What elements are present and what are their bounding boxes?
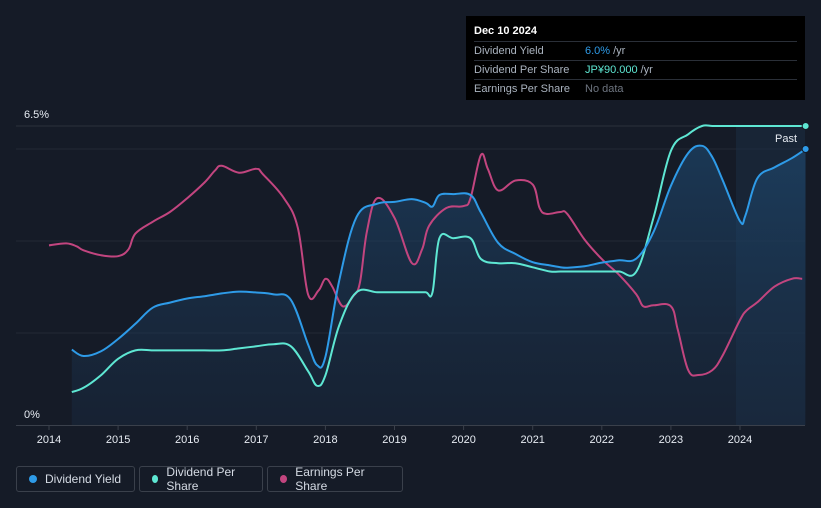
dividend-per-share-line: [71, 124, 806, 393]
dividend-per-share-endpoint[interactable]: [801, 122, 810, 130]
dividend-yield-endpoint[interactable]: [801, 145, 810, 153]
tooltip-value: No data: [585, 83, 624, 95]
legend-dot-icon: [29, 475, 37, 483]
x-tick-label: 2016: [175, 434, 199, 446]
x-tick-label: 2015: [106, 434, 130, 446]
legend-label: Dividend Per Share: [166, 465, 236, 493]
tooltip-value: 6.0%: [585, 45, 611, 57]
legend-dot-icon: [280, 475, 288, 483]
tooltip-label: Dividend Per Share: [474, 64, 570, 76]
dividend-yield-area: [71, 145, 806, 425]
tooltip-unit: /yr: [640, 64, 653, 76]
x-tick-label: 2017: [244, 434, 268, 446]
legend-dividend-per-share[interactable]: Dividend Per Share: [139, 465, 263, 493]
legend-label: Dividend Yield: [45, 472, 122, 486]
tooltip-label: Dividend Yield: [474, 45, 544, 57]
x-tick-label: 2020: [451, 434, 475, 446]
x-tick-label: 2018: [313, 434, 337, 446]
x-tick-label: 2014: [37, 434, 61, 446]
y-tick-label-bottom: 0%: [24, 409, 40, 421]
earnings-per-share-line: [48, 152, 803, 377]
y-tick-label-top: 6.5%: [24, 109, 49, 121]
tooltip-date: Dec 10 2024: [474, 25, 537, 37]
x-tick-label: 2021: [520, 434, 544, 446]
tooltip-row-dividend-per-share: Dividend Per Share JP¥90.000 /yr: [474, 60, 797, 79]
past-label: Past: [775, 133, 797, 145]
x-tick-label: 2019: [382, 434, 406, 446]
tooltip-row-earnings-per-share: Earnings Per Share No data: [474, 79, 797, 98]
tooltip-unit: /yr: [613, 45, 626, 57]
tooltip-row-dividend-yield: Dividend Yield 6.0% /yr: [474, 41, 797, 60]
legend-dot-icon: [152, 475, 159, 483]
legend-label: Earnings Per Share: [295, 465, 365, 493]
dividend-yield-line: [71, 144, 807, 369]
hover-tooltip: Dec 10 2024 Dividend Yield 6.0% /yr Divi…: [466, 16, 805, 100]
x-tick-label: 2024: [728, 434, 752, 446]
legend-dividend-yield[interactable]: Dividend Yield: [16, 466, 135, 492]
tooltip-label: Earnings Per Share: [474, 83, 570, 95]
chart-legend: Dividend Yield Dividend Per Share Earnin…: [16, 465, 403, 493]
x-tick-label: 2023: [659, 434, 683, 446]
legend-earnings-per-share[interactable]: Earnings Per Share: [267, 465, 403, 493]
tooltip-value: JP¥90.000: [585, 64, 638, 76]
x-tick-label: 2022: [590, 434, 614, 446]
